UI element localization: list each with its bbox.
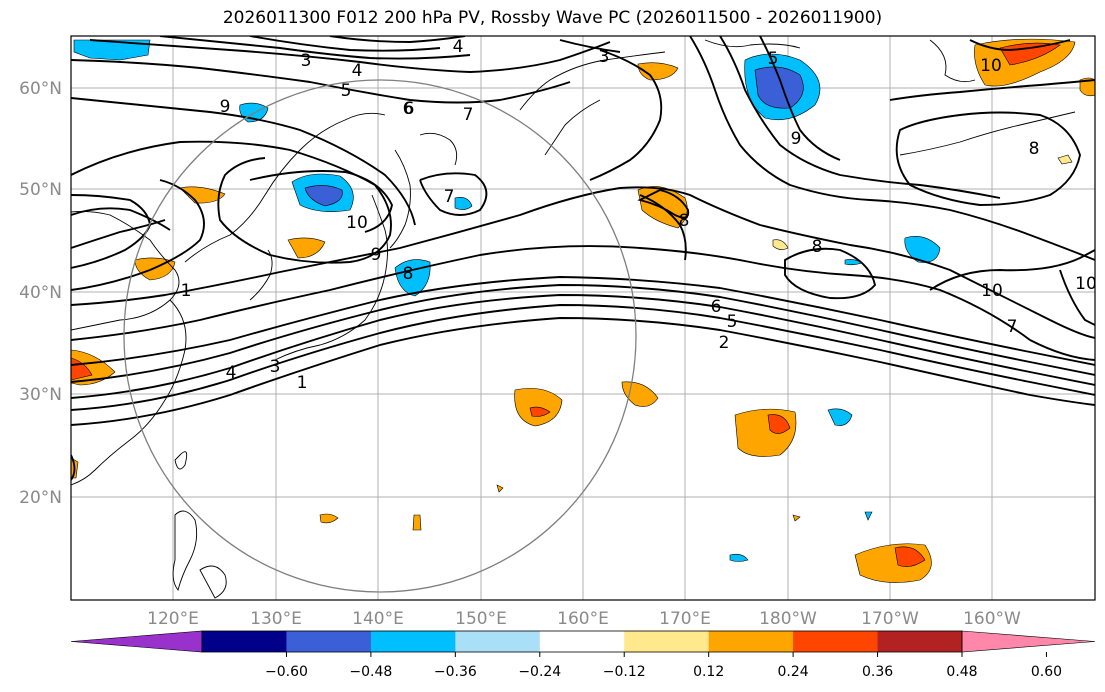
region-circle xyxy=(123,79,637,593)
contour-label: 1 xyxy=(181,281,192,301)
contour-label: 4 xyxy=(453,37,464,57)
contour-label: 4 xyxy=(226,363,237,383)
lat-label: 30°N xyxy=(19,385,62,405)
colorbar-extend-low xyxy=(70,630,203,653)
contour-label: 8 xyxy=(403,264,414,284)
contour-label: 4 xyxy=(352,61,363,81)
contour-label: 7 xyxy=(1007,317,1018,337)
lon-label: 170°E xyxy=(659,609,711,629)
latitude-labels: 60°N 50°N 40°N 30°N 20°N xyxy=(19,79,62,508)
lon-label: 160°E xyxy=(557,609,609,629)
pv-contours xyxy=(71,36,1095,481)
gridlines xyxy=(71,36,1095,600)
colorbar-tick-label: −0.12 xyxy=(603,664,646,680)
lon-label: 160°W xyxy=(963,609,1021,629)
lon-label: 140°E xyxy=(352,609,404,629)
colorbar-outline xyxy=(201,630,963,653)
map-frame xyxy=(70,35,1096,601)
colorbar-segment xyxy=(877,631,963,652)
contour-label: 8 xyxy=(1029,139,1040,159)
colorbar-tick-label: −0.24 xyxy=(518,664,561,680)
colorbar-tick-label: 0.12 xyxy=(693,664,724,680)
contour-label: 5 xyxy=(341,81,352,101)
colorbar-tick-label: 0.48 xyxy=(946,664,977,680)
colorbar-segment xyxy=(202,631,287,652)
contour-label: 1 xyxy=(297,373,308,393)
colorbar-segment xyxy=(624,631,710,652)
colorbar-tick-label: 0.24 xyxy=(778,664,809,680)
contour-label: 10 xyxy=(346,213,368,233)
colorbar-tick-label: −0.48 xyxy=(349,664,392,680)
colorbar-tick-label: −0.36 xyxy=(434,664,477,680)
contour-label: 6 xyxy=(404,99,415,119)
colorbar-segment xyxy=(793,631,879,652)
contour-label: 9 xyxy=(791,129,802,149)
contour-label: 8 xyxy=(679,211,690,231)
lon-label: 170°W xyxy=(861,609,919,629)
longitude-labels: 120°E 130°E 140°E 150°E 160°E 170°E 180°W 170°W… xyxy=(147,609,1021,629)
contour-label: 8 xyxy=(812,237,823,257)
colorbar: −0.60 −0.48 −0.36 −0.24 −0.12 0.12 0.24 0.36 0.4… xyxy=(70,630,1096,680)
colorbar-segment xyxy=(370,631,456,652)
contour-label: 5 xyxy=(768,49,779,69)
contour-label: 6 xyxy=(403,99,414,119)
contour-label: 3 xyxy=(270,357,281,377)
colorbar-segment xyxy=(455,631,541,652)
lat-label: 40°N xyxy=(19,283,62,303)
contour-label: 10 xyxy=(981,281,1003,301)
contour-label: 9 xyxy=(371,245,382,265)
lat-label: 60°N xyxy=(19,79,62,99)
colorbar-tick-label: 0.36 xyxy=(862,664,893,680)
contour-label: 5 xyxy=(727,312,738,332)
contour-label: 2 xyxy=(719,333,730,353)
contour-label: 6 xyxy=(711,297,722,317)
contour-label: 10 xyxy=(980,56,1002,76)
lon-label: 120°E xyxy=(147,609,199,629)
contour-label: 9 xyxy=(220,97,231,117)
colorbar-segment xyxy=(539,631,625,652)
lon-label: 180°W xyxy=(759,609,817,629)
contour-label: 3 xyxy=(301,51,312,71)
colorbar-segment xyxy=(708,631,794,652)
contour-label: 10 xyxy=(1075,274,1097,294)
contour-label: 7 xyxy=(444,187,455,207)
figure-title: 2026011300 F012 200 hPa PV, Rossby Wave … xyxy=(222,8,883,28)
colorbar-tick-label: −0.60 xyxy=(265,664,308,680)
lon-label: 150°E xyxy=(455,609,507,629)
lat-label: 50°N xyxy=(19,180,62,200)
colorbar-tick-label: 0.60 xyxy=(1031,664,1062,680)
colorbar-extend-high xyxy=(961,630,1096,653)
lat-label: 20°N xyxy=(19,488,62,508)
contour-label: 7 xyxy=(463,105,474,125)
lon-label: 130°E xyxy=(250,609,302,629)
colorbar-segment xyxy=(286,631,372,652)
contour-label: 3 xyxy=(599,47,610,67)
